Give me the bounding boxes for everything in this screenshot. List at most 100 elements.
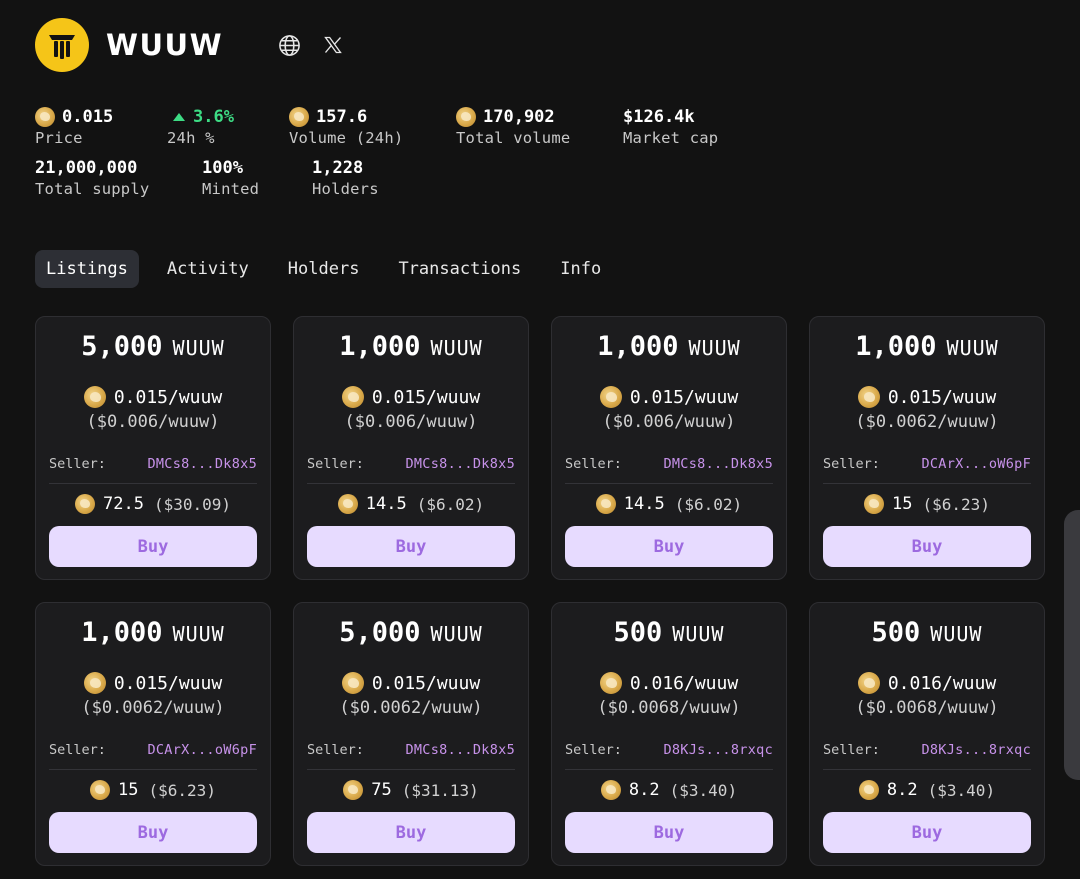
listing-unit-price-usd: ($0.006/wuuw) xyxy=(602,412,736,432)
listing-amount: 1,000 WUUW xyxy=(81,617,225,648)
listing-ticker: WUUW xyxy=(172,336,225,360)
divider xyxy=(49,483,257,484)
buy-button[interactable]: Buy xyxy=(49,812,257,853)
seller-row: Seller: D8KJs...8rxqc xyxy=(823,742,1031,758)
listing-unit-price-usd: ($0.0062/wuuw) xyxy=(81,698,225,718)
listing-ticker: WUUW xyxy=(172,622,225,646)
stat-total-supply: 21,000,000 Total supply xyxy=(35,157,149,198)
total-volume-value: 170,902 xyxy=(483,107,555,127)
divider xyxy=(823,483,1031,484)
dogecoin-icon xyxy=(857,386,880,408)
listing-amount: 5,000 WUUW xyxy=(81,331,225,362)
dogecoin-icon xyxy=(83,386,106,408)
dogecoin-icon xyxy=(83,672,106,694)
globe-icon[interactable] xyxy=(277,33,301,57)
listing-total: 8.2 ($3.40) xyxy=(552,780,786,800)
buy-button[interactable]: Buy xyxy=(307,526,515,567)
divider xyxy=(823,769,1031,770)
side-drawer-handle[interactable] xyxy=(1064,510,1080,780)
dogecoin-icon xyxy=(599,672,622,694)
seller-address-link[interactable]: DMCs8...Dk8x5 xyxy=(147,456,257,472)
listing-unit-price-usd: ($0.006/wuuw) xyxy=(344,412,478,432)
listing-total: 15 ($6.23) xyxy=(810,494,1044,514)
listing-ticker: WUUW xyxy=(430,622,483,646)
price-label: Price xyxy=(35,129,83,147)
buy-button[interactable]: Buy xyxy=(565,812,773,853)
tab-activity[interactable]: Activity xyxy=(166,259,249,279)
listing-unit-price: 0.015/wuuw xyxy=(294,386,528,408)
buy-button[interactable]: Buy xyxy=(823,526,1031,567)
dogecoin-icon xyxy=(456,107,476,127)
listing-unit-price: 0.015/wuuw xyxy=(294,672,528,694)
listing-amount: 500 WUUW xyxy=(613,617,725,648)
listing-card: 5,000 WUUW 0.015/wuuw ($0.0062/wuuw) Sell… xyxy=(293,602,529,866)
listing-card: 500 WUUW 0.016/wuuw ($0.0068/wuuw) Seller… xyxy=(809,602,1045,866)
seller-row: Seller: DCArX...oW6pF xyxy=(823,456,1031,472)
listing-card: 1,000 WUUW 0.015/wuuw ($0.006/wuuw) Selle… xyxy=(293,316,529,580)
minted-value: 100% xyxy=(202,158,243,178)
seller-row: Seller: DCArX...oW6pF xyxy=(49,742,257,758)
listing-ticker: WUUW xyxy=(930,622,983,646)
seller-address-link[interactable]: D8KJs...8rxqc xyxy=(921,742,1031,758)
total-supply-label: Total supply xyxy=(35,180,150,198)
divider xyxy=(49,769,257,770)
listing-ticker: WUUW xyxy=(946,336,999,360)
listing-card: 1,000 WUUW 0.015/wuuw ($0.006/wuuw) Selle… xyxy=(551,316,787,580)
listing-unit-price-usd: ($0.006/wuuw) xyxy=(86,412,220,432)
price-value: 0.015 xyxy=(62,107,114,127)
tab-holders[interactable]: Holders xyxy=(287,259,360,279)
listing-unit-price-usd: ($0.0068/wuuw) xyxy=(597,698,741,718)
token-logo-icon xyxy=(35,18,89,72)
listing-amount: 5,000 WUUW xyxy=(339,617,483,648)
seller-row: Seller: D8KJs...8rxqc xyxy=(565,742,773,758)
dogecoin-icon xyxy=(289,107,309,127)
seller-address-link[interactable]: DCArX...oW6pF xyxy=(147,742,257,758)
stat-minted: 100% Minted xyxy=(202,157,259,198)
listing-card: 500 WUUW 0.016/wuuw ($0.0068/wuuw) Seller… xyxy=(551,602,787,866)
dogecoin-icon xyxy=(337,494,358,514)
listing-unit-price: 0.015/wuuw xyxy=(36,672,270,694)
buy-button[interactable]: Buy xyxy=(565,526,773,567)
token-name: WUUW xyxy=(106,28,224,62)
listing-total: 72.5 ($30.09) xyxy=(36,494,270,514)
volume-24h-value: 157.6 xyxy=(316,107,368,127)
listing-unit-price: 0.016/wuuw xyxy=(810,672,1044,694)
dogecoin-icon xyxy=(864,494,885,514)
seller-address-link[interactable]: DMCs8...Dk8x5 xyxy=(405,456,515,472)
listing-unit-price-usd: ($0.0062/wuuw) xyxy=(855,412,999,432)
holders-label: Holders xyxy=(312,180,379,198)
tab-info[interactable]: Info xyxy=(560,259,602,279)
listing-unit-price: 0.015/wuuw xyxy=(36,386,270,408)
seller-address-link[interactable]: D8KJs...8rxqc xyxy=(663,742,773,758)
stat-price: 0.015 Price xyxy=(35,106,113,147)
tab-transactions[interactable]: Transactions xyxy=(398,259,522,279)
seller-address-link[interactable]: DMCs8...Dk8x5 xyxy=(405,742,515,758)
listing-card: 1,000 WUUW 0.015/wuuw ($0.0062/wuuw) Sell… xyxy=(809,316,1045,580)
divider xyxy=(565,483,773,484)
dogecoin-icon xyxy=(341,672,364,694)
seller-label: Seller: xyxy=(823,742,880,758)
listing-total: 75 ($31.13) xyxy=(294,780,528,800)
divider xyxy=(307,769,515,770)
dogecoin-icon xyxy=(600,780,621,800)
dogecoin-icon xyxy=(599,386,622,408)
buy-button[interactable]: Buy xyxy=(307,812,515,853)
dogecoin-icon xyxy=(858,780,879,800)
buy-button[interactable]: Buy xyxy=(49,526,257,567)
dogecoin-icon xyxy=(74,494,95,514)
seller-row: Seller: DMCs8...Dk8x5 xyxy=(307,456,515,472)
seller-address-link[interactable]: DCArX...oW6pF xyxy=(921,456,1031,472)
market-cap-label: Market cap xyxy=(623,129,719,147)
listing-card: 5,000 WUUW 0.015/wuuw ($0.006/wuuw) Selle… xyxy=(35,316,271,580)
seller-label: Seller: xyxy=(307,456,364,472)
x-icon[interactable] xyxy=(321,33,345,57)
seller-label: Seller: xyxy=(823,456,880,472)
dogecoin-icon xyxy=(341,386,364,408)
change-label: 24h % xyxy=(167,129,215,147)
seller-address-link[interactable]: DMCs8...Dk8x5 xyxy=(663,456,773,472)
tab-listings[interactable]: Listings xyxy=(35,250,139,288)
buy-button[interactable]: Buy xyxy=(823,812,1031,853)
minted-label: Minted xyxy=(202,180,260,198)
holders-value: 1,228 xyxy=(312,158,364,178)
